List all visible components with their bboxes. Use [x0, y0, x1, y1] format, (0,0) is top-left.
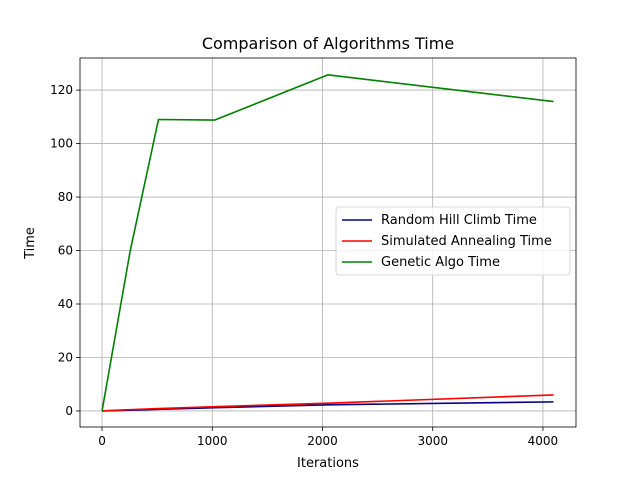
x-tick-label: 2000	[307, 434, 338, 448]
grid	[80, 58, 576, 427]
series-line-simulated-annealing	[102, 394, 554, 412]
x-tick-label: 0	[98, 434, 106, 448]
y-tick-label: 120	[50, 83, 73, 97]
y-axis-label: Time	[23, 227, 38, 260]
series-line-genetic-algo	[101, 74, 554, 412]
y-tick-label: 80	[58, 190, 73, 204]
y-tick-label: 20	[58, 350, 73, 364]
axis-ticks: 0 1000 2000 3000 4000 0 20 40 60 80 100 120	[50, 83, 558, 448]
legend-label-simulated-annealing: Simulated Annealing Time	[381, 234, 552, 249]
x-tick-label: 3000	[417, 434, 448, 448]
y-tick-label: 100	[50, 137, 73, 151]
y-tick-label: 60	[58, 244, 73, 258]
y-tick-label: 40	[58, 297, 73, 311]
legend-frame	[335, 206, 571, 276]
y-tick-label: 0	[65, 404, 73, 418]
series-lines	[101, 74, 554, 412]
legend: Random Hill Climb Time Simulated Anneali…	[335, 206, 571, 276]
chart-title: Comparison of Algorithms Time	[202, 34, 454, 53]
legend-label-genetic-algo: Genetic Algo Time	[381, 255, 500, 270]
x-tick-label: 1000	[197, 434, 228, 448]
x-tick-label: 4000	[528, 434, 559, 448]
plot-frame	[79, 57, 577, 428]
x-axis-label: Iterations	[297, 456, 359, 471]
legend-label-random-hill-climb: Random Hill Climb Time	[381, 213, 537, 228]
